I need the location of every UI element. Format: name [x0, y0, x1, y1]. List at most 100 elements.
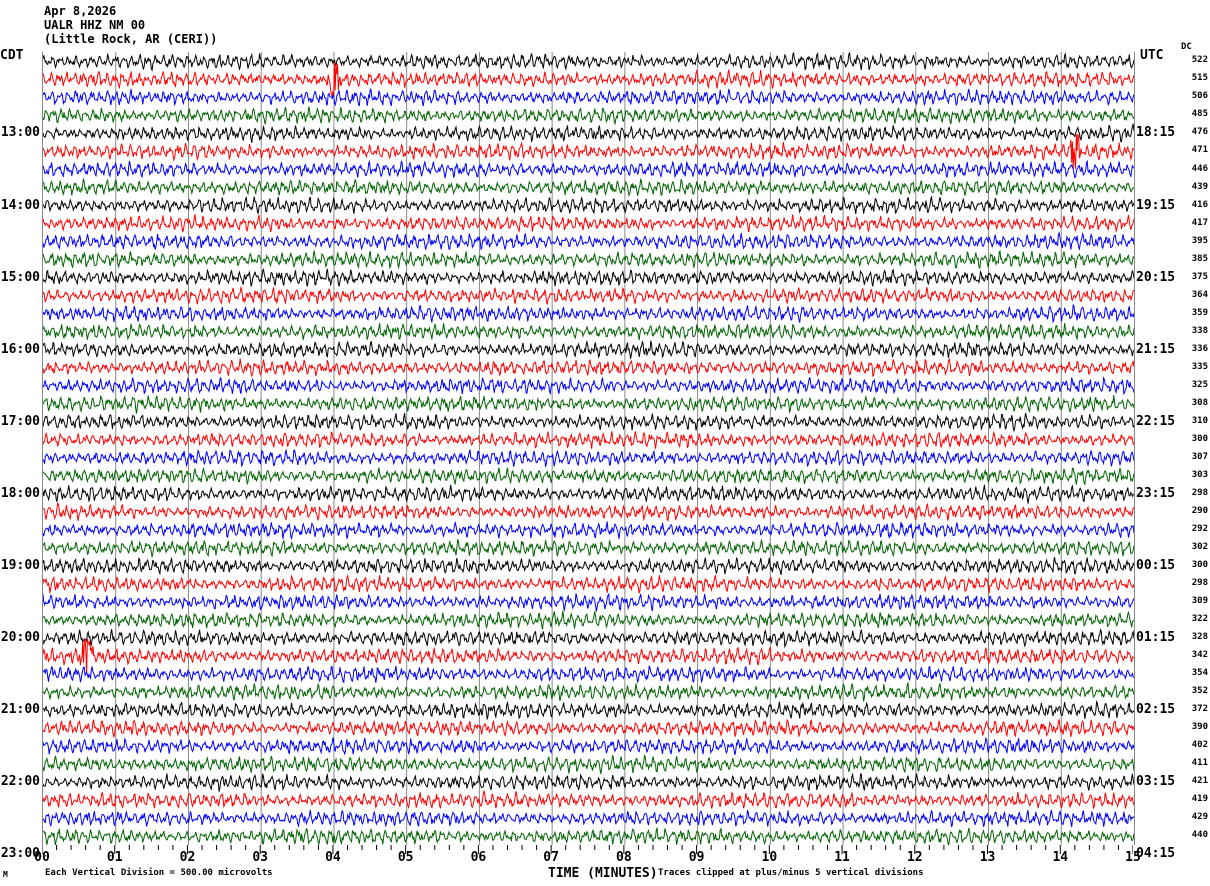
right-time-label: 02:15	[1136, 702, 1176, 718]
seismic-trace	[43, 134, 1134, 169]
seismic-trace	[43, 592, 1134, 612]
dc-value: 476	[1191, 127, 1208, 138]
seismic-trace	[43, 790, 1134, 810]
seismic-trace	[43, 448, 1134, 468]
seismic-trace	[43, 122, 1134, 144]
corner-mark: M	[3, 870, 8, 879]
left-time-label: 22:00	[0, 774, 40, 790]
seismic-trace	[43, 501, 1134, 523]
left-time-label: 17:00	[0, 413, 40, 429]
right-time-label: 03:15	[1136, 774, 1176, 790]
seismic-trace	[43, 538, 1134, 558]
right-time-label: 21:15	[1136, 341, 1176, 357]
seismic-trace	[43, 87, 1134, 107]
dc-value: 290	[1191, 505, 1208, 516]
dc-value: 298	[1191, 578, 1208, 589]
x-axis-tick-label: 06	[470, 850, 487, 865]
dc-value: 338	[1191, 325, 1208, 336]
seismic-trace	[43, 376, 1134, 396]
left-time-label: 18:00	[0, 485, 40, 501]
seismic-trace	[43, 195, 1134, 215]
dc-value: 308	[1191, 397, 1208, 408]
x-axis-tick-label: 00	[34, 850, 50, 865]
left-time-label: 21:00	[0, 702, 40, 718]
seismic-trace	[43, 556, 1134, 576]
x-axis-tick-label: 05	[397, 850, 414, 865]
seismic-trace	[43, 466, 1134, 486]
seismic-trace	[43, 323, 1134, 342]
dc-value: 364	[1191, 289, 1208, 300]
right-time-label: 18:15	[1136, 125, 1176, 141]
seismogram-plot	[42, 52, 1135, 845]
x-axis-tick-label: 09	[688, 850, 705, 865]
right-time-label: 22:15	[1136, 413, 1176, 429]
seismic-trace	[43, 772, 1134, 792]
x-axis-tick-label: 04	[325, 850, 341, 865]
dc-value: 292	[1191, 523, 1208, 534]
seismic-trace	[43, 286, 1134, 305]
dc-value: 354	[1191, 668, 1208, 679]
dc-value: 471	[1191, 145, 1208, 156]
seismic-trace	[43, 573, 1134, 594]
seismic-trace	[43, 159, 1134, 179]
seismic-trace	[43, 394, 1134, 414]
seismic-trace	[43, 736, 1134, 756]
left-time-label: 23:00	[0, 846, 40, 862]
dc-value: 421	[1191, 776, 1208, 787]
x-axis-tick-label: 11	[834, 850, 850, 865]
dc-value: 328	[1191, 632, 1208, 643]
scale-note: Each Vertical Division = 500.00 microvol…	[45, 868, 273, 878]
seismogram-canvas	[43, 52, 1134, 845]
dc-value: 419	[1191, 794, 1208, 805]
dc-value: 390	[1191, 722, 1208, 733]
seismic-trace	[43, 214, 1134, 234]
seismic-trace	[43, 628, 1134, 649]
seismic-trace	[43, 681, 1134, 702]
dc-value: 402	[1191, 740, 1208, 751]
dc-value: 359	[1191, 307, 1208, 318]
x-axis-tick-label: 01	[106, 850, 123, 865]
dc-column-header: DC	[1181, 42, 1192, 52]
seismic-trace	[43, 753, 1134, 775]
dc-value: 298	[1191, 487, 1208, 498]
seismic-trace	[43, 699, 1134, 720]
x-axis-tick-label: 07	[543, 850, 559, 865]
x-axis-tick-label: 08	[616, 850, 632, 865]
seismic-trace	[43, 809, 1134, 828]
right-timezone-label: UTC	[1140, 48, 1164, 63]
seismic-trace	[43, 826, 1134, 845]
seismic-trace	[43, 412, 1134, 433]
dc-value: 300	[1191, 560, 1208, 570]
dc-value: 310	[1191, 415, 1208, 426]
clip-note: Traces clipped at plus/minus 5 vertical …	[658, 868, 924, 878]
left-time-label: 20:00	[0, 630, 40, 646]
seismic-trace	[43, 62, 1134, 98]
seismic-trace	[43, 339, 1134, 359]
dc-value: 439	[1191, 181, 1208, 192]
header-date: Apr 8,2026	[44, 4, 117, 18]
seismic-trace	[43, 177, 1134, 198]
seismic-trace	[43, 268, 1134, 288]
seismic-trace	[43, 358, 1134, 378]
dc-value: 303	[1191, 469, 1208, 480]
seismic-trace	[43, 106, 1134, 126]
seismic-trace	[43, 638, 1134, 674]
dc-value: 446	[1191, 163, 1208, 174]
x-axis-tick-label: 15	[1125, 850, 1141, 865]
left-time-label: 16:00	[0, 341, 40, 357]
dc-value: 322	[1191, 614, 1208, 625]
seismic-trace	[43, 250, 1134, 270]
seismic-trace	[43, 610, 1134, 630]
x-axis-tick-label: 12	[906, 850, 923, 865]
x-axis-tick-label: 14	[1052, 850, 1069, 865]
right-time-label: 19:15	[1136, 197, 1176, 213]
x-axis-title: TIME (MINUTES)	[548, 866, 658, 881]
dc-value: 352	[1191, 686, 1208, 697]
x-axis-tick-label: 02	[179, 850, 196, 865]
dc-value: 325	[1191, 379, 1208, 390]
seismic-trace	[43, 52, 1134, 72]
dc-value: 385	[1191, 253, 1208, 264]
dc-value: 506	[1191, 91, 1208, 102]
dc-value: 515	[1191, 73, 1208, 84]
seismic-trace	[43, 484, 1134, 504]
